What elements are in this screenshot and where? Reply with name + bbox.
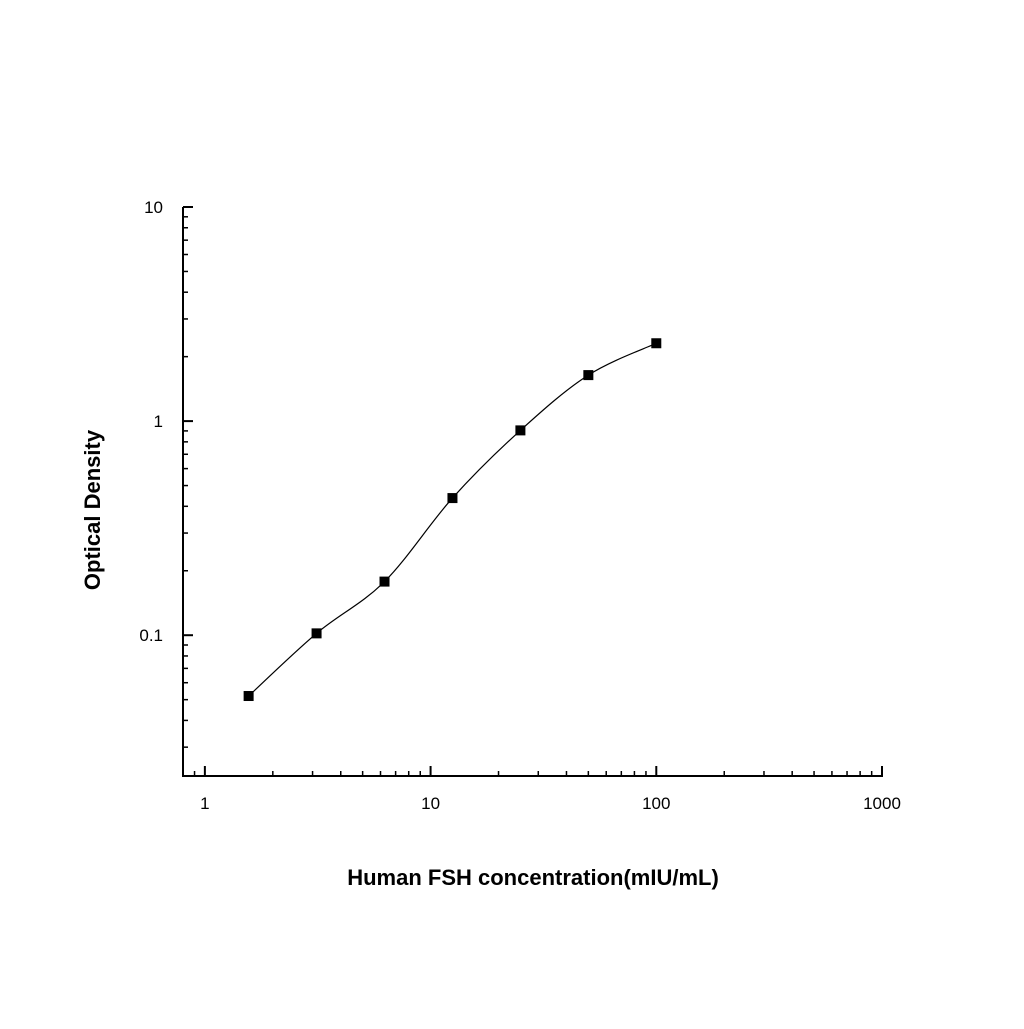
point	[243, 691, 254, 702]
x-tick-label: 1000	[863, 794, 901, 813]
y-tick-label: 1	[154, 412, 163, 431]
y-axis-title: Optical Density	[80, 429, 105, 590]
x-tick-label: 100	[642, 794, 670, 813]
point	[379, 576, 390, 587]
x-tick-label: 1	[200, 794, 209, 813]
y-tick-label: 10	[144, 198, 163, 217]
x-axis-title: Human FSH concentration(mIU/mL)	[347, 865, 719, 890]
point	[583, 370, 594, 381]
y-tick-label: 0.1	[139, 626, 163, 645]
fit-curve	[248, 342, 657, 697]
point	[447, 493, 458, 504]
point	[311, 628, 322, 639]
x-tick-label: 10	[421, 794, 440, 813]
point	[651, 338, 662, 349]
point	[515, 425, 526, 436]
